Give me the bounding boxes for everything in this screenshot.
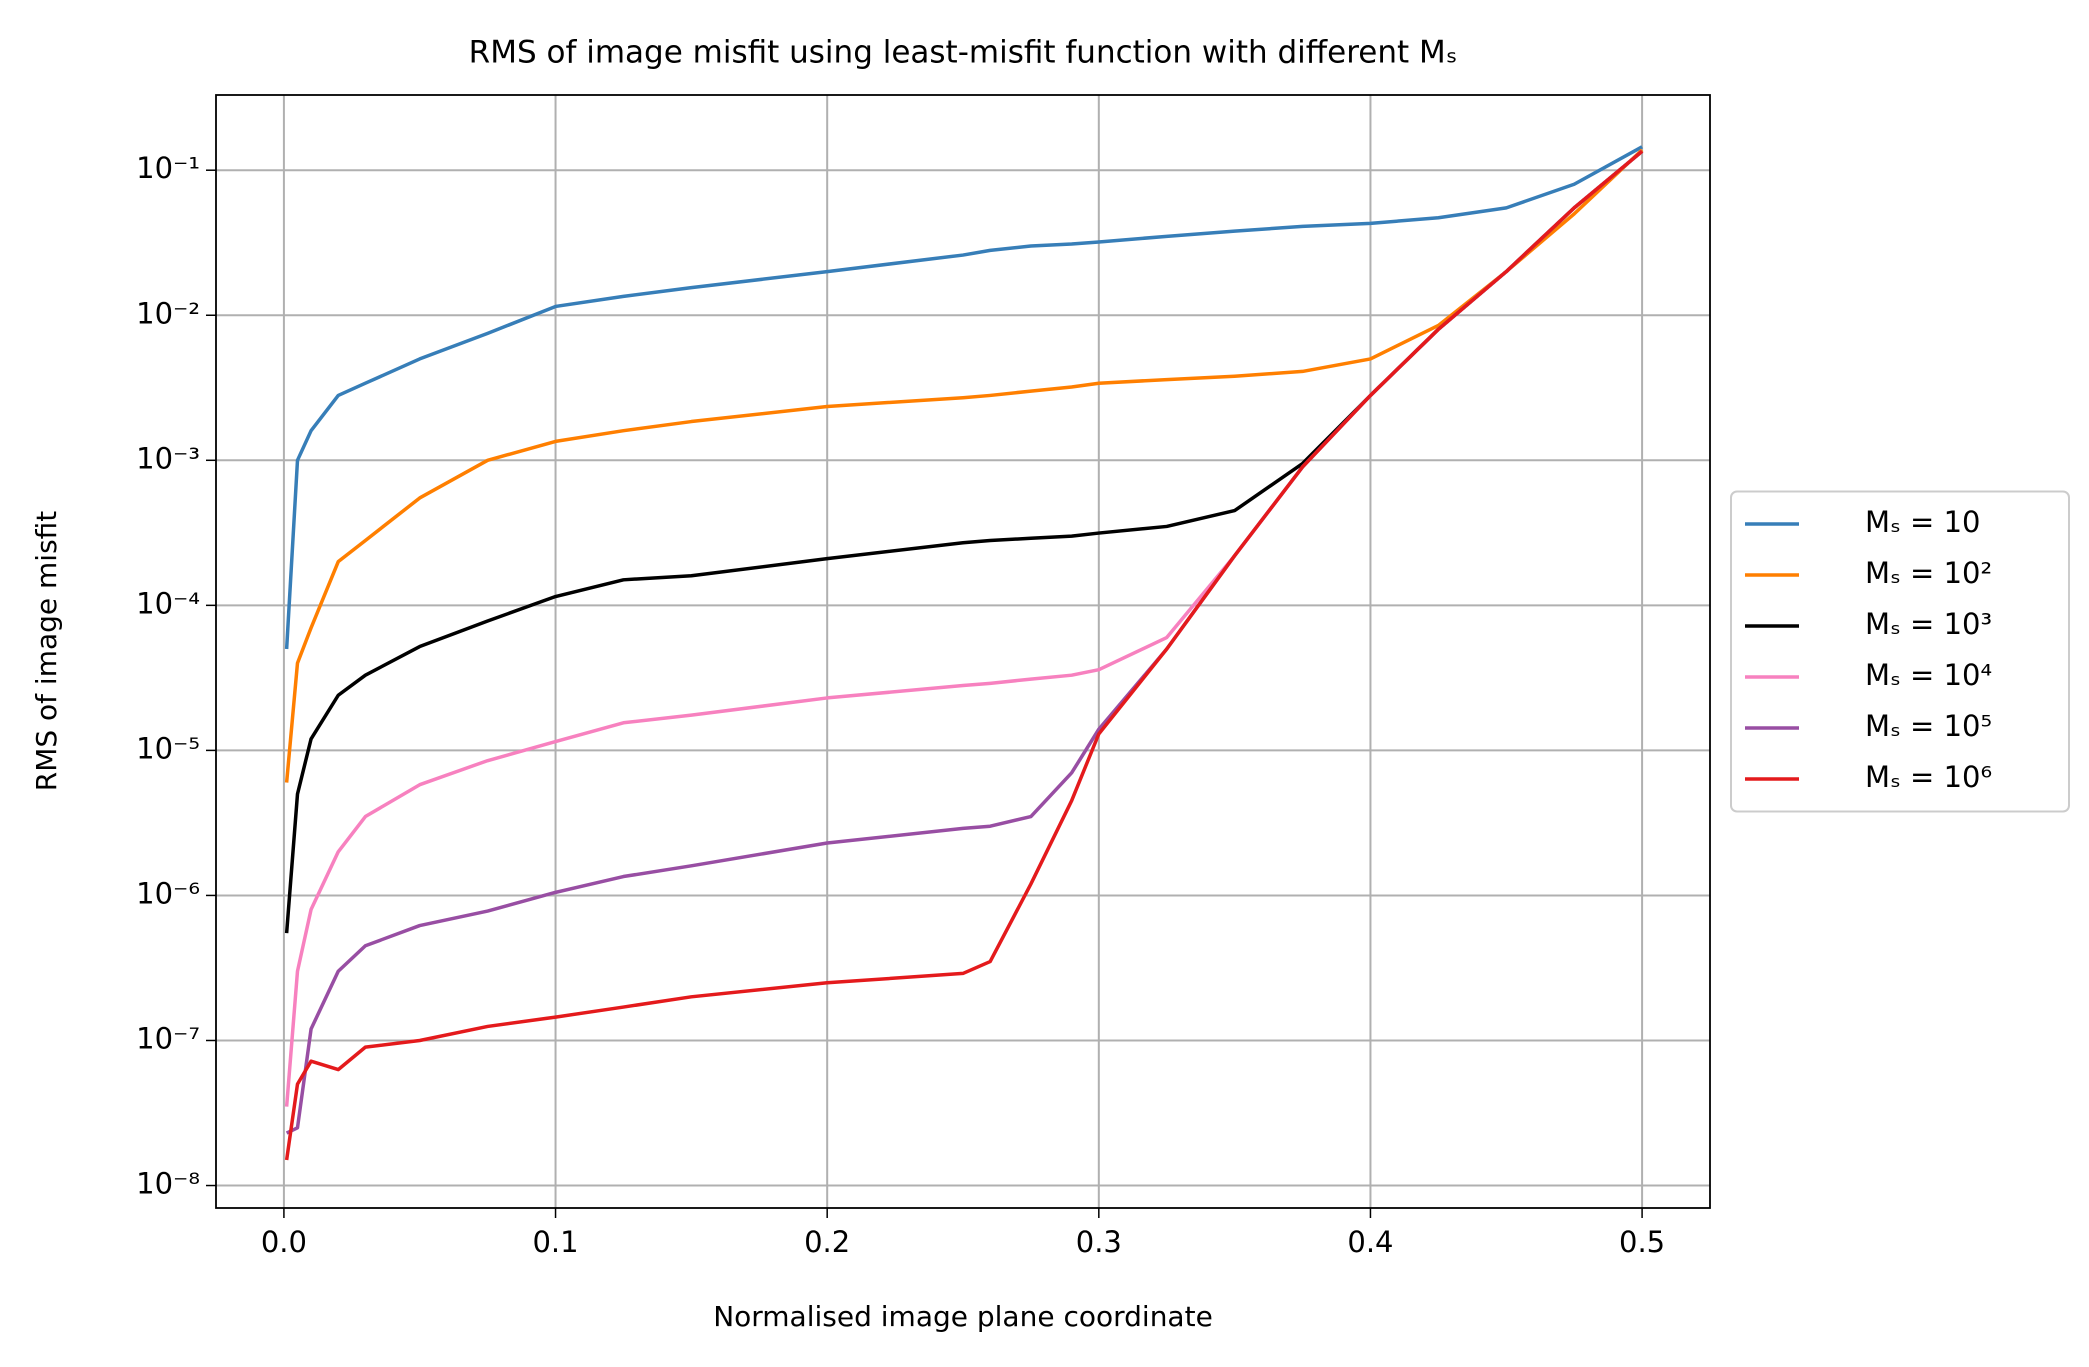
legend-label: Mₛ = 10⁴ [1865, 658, 1992, 692]
x-tick-label: 0.1 [532, 1225, 578, 1259]
plot-frame [215, 94, 1711, 1209]
legend-label: Mₛ = 10⁵ [1865, 709, 1992, 743]
legend-box [1730, 490, 2070, 813]
x-tick-label: 0.5 [1619, 1225, 1665, 1259]
series-line [284, 148, 1644, 783]
legend-label: Mₛ = 10² [1865, 556, 1992, 590]
x-tick-label: 0.3 [1076, 1225, 1122, 1259]
y-tick-label: 10⁻⁶ [136, 876, 200, 910]
y-axis-label: RMS of image misfit [30, 511, 63, 792]
y-tick-label: 10⁻² [136, 296, 200, 330]
x-tick-label: 0.0 [261, 1225, 307, 1259]
series-line [284, 149, 1644, 1161]
legend-label: Mₛ = 10 [1865, 505, 1980, 539]
x-tick-label: 0.4 [1347, 1225, 1393, 1259]
y-tick-label: 10⁻⁸ [136, 1167, 200, 1201]
chart-title: RMS of image misfit using least-misfit f… [469, 35, 1458, 71]
x-tick-label: 0.2 [804, 1225, 850, 1259]
y-tick-label: 10⁻³ [136, 441, 200, 475]
x-axis-label: Normalised image plane coordinate [713, 1300, 1213, 1333]
legend-label: Mₛ = 10⁶ [1865, 760, 1992, 794]
series-line [284, 145, 1643, 650]
y-tick-label: 10⁻⁵ [136, 731, 200, 765]
y-tick-label: 10⁻¹ [136, 151, 200, 185]
legend-label: Mₛ = 10³ [1865, 607, 1992, 641]
y-tick-label: 10⁻⁴ [136, 586, 200, 620]
y-tick-label: 10⁻⁷ [136, 1021, 200, 1055]
